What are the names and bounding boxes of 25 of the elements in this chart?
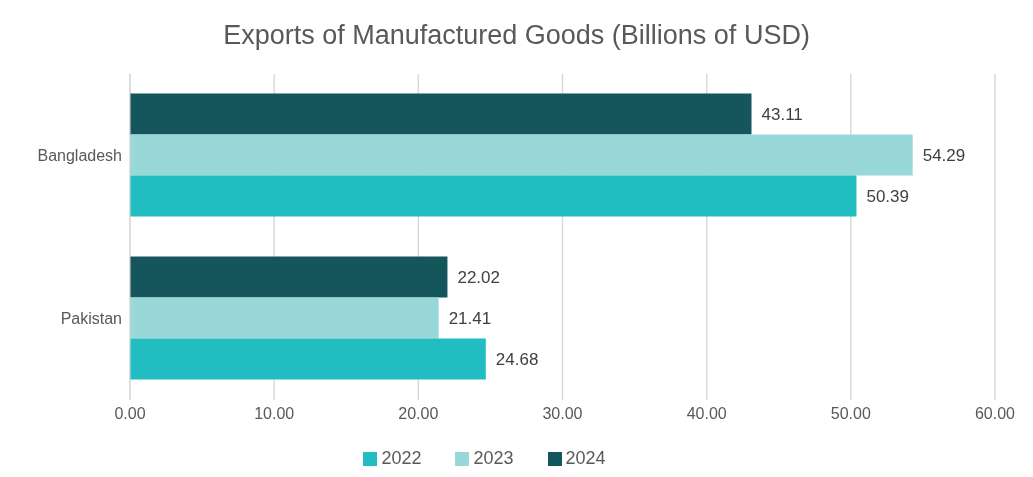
data-label: 24.68 [495,350,539,370]
data-label: 50.39 [866,187,909,207]
data-label: 22.02 [457,268,500,288]
x-tick-label: 50.00 [830,405,871,423]
x-tick-label: 60.00 [974,405,1016,423]
legend-label: 2022 [381,448,422,468]
bar [130,338,486,380]
x-tick-label: 30.00 [542,405,583,423]
bar [130,93,752,135]
data-label: 43.11 [761,105,803,125]
x-tick-label: 20.00 [398,405,439,423]
bar [130,134,913,176]
legend-label: 2023 [473,448,514,468]
legend-label: 2024 [565,448,606,468]
x-tick-label: 40.00 [686,405,727,423]
data-label: 54.29 [922,146,966,166]
chart-title: Exports of Manufactured Goods (Billions of USD) [222,19,811,52]
x-tick-label: 0.00 [114,405,146,423]
y-tick-label: Bangladesh [37,147,122,165]
bar [130,256,448,298]
bar [130,297,439,339]
bar [130,175,857,217]
y-tick-label: Pakistan [60,310,122,328]
data-label: 21.41 [448,309,492,329]
x-tick-label: 10.00 [254,405,295,423]
